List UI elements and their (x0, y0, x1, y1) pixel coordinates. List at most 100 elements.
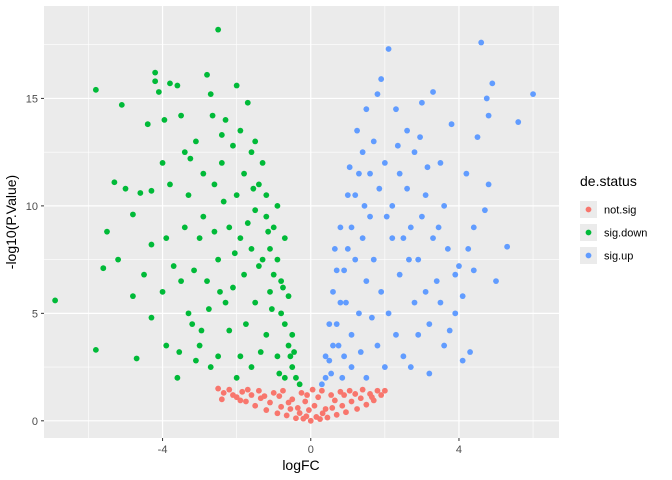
x-tick-label: 0 (308, 444, 314, 456)
point-sig-down (281, 374, 288, 381)
point-sig-up (330, 288, 336, 295)
point-sig-down (244, 99, 251, 106)
point-sig-down (231, 250, 238, 257)
point-sig-up (419, 99, 425, 106)
point-sig-down (193, 138, 199, 145)
point-sig-up (393, 331, 399, 338)
point-sig-down (287, 353, 294, 360)
point-sig-up (344, 192, 351, 199)
point-sig-down (207, 364, 214, 370)
point-sig-down (118, 101, 125, 108)
point-sig-down (230, 284, 236, 291)
point-sig-up (385, 46, 392, 52)
point-sig-up (400, 235, 407, 242)
point-sig-down (167, 80, 173, 87)
x-axis-title: logFC (282, 457, 319, 473)
point-sig-up (370, 256, 377, 263)
point-sig-down (137, 190, 144, 196)
y-tick-label: 10 (26, 201, 38, 213)
point-not-sig (293, 415, 299, 422)
point-sig-up (446, 327, 453, 334)
point-not-sig (267, 399, 273, 406)
point-sig-up (415, 331, 422, 338)
point-sig-up (348, 224, 355, 231)
point-not-sig (296, 410, 303, 416)
point-sig-up (357, 349, 364, 355)
point-not-sig (280, 387, 286, 394)
legend-label-not-sig: not.sig (604, 205, 636, 217)
point-sig-up (407, 224, 414, 231)
point-sig-up (430, 235, 436, 242)
point-sig-up (333, 321, 340, 327)
point-sig-up (483, 95, 490, 102)
point-sig-up (437, 299, 444, 306)
point-not-sig (317, 416, 323, 422)
legend-key-sig-up (585, 252, 592, 259)
point-sig-down (276, 370, 283, 377)
point-not-sig (261, 393, 268, 399)
point-sig-up (370, 138, 377, 145)
point-sig-up (444, 245, 451, 252)
point-sig-down (233, 82, 240, 89)
point-sig-down (174, 374, 181, 381)
point-not-sig (329, 405, 336, 411)
point-sig-down (217, 288, 223, 295)
point-sig-down (237, 235, 244, 242)
point-sig-down (252, 207, 259, 214)
point-not-sig (220, 389, 227, 396)
point-sig-up (363, 106, 370, 113)
point-not-sig (298, 389, 305, 396)
point-sig-up (396, 271, 403, 278)
point-not-sig (363, 401, 370, 408)
point-sig-up (352, 256, 359, 263)
point-sig-up (381, 364, 388, 370)
point-not-sig (309, 386, 316, 393)
point-sig-down (163, 235, 170, 242)
point-sig-down (289, 364, 296, 370)
point-not-sig (374, 387, 381, 394)
point-not-sig (302, 398, 309, 405)
point-sig-down (243, 321, 249, 327)
point-sig-up (393, 106, 399, 113)
point-not-sig (306, 407, 312, 413)
point-sig-up (343, 299, 349, 306)
point-sig-down (263, 192, 270, 199)
point-sig-down (144, 121, 151, 128)
point-not-sig (248, 392, 255, 398)
point-sig-down (278, 278, 285, 285)
point-not-sig (307, 417, 314, 424)
point-sig-down (248, 149, 255, 156)
point-sig-up (411, 299, 418, 306)
point-not-sig (348, 398, 355, 405)
point-sig-up (374, 91, 381, 98)
point-sig-down (211, 181, 218, 188)
point-sig-down (259, 159, 266, 166)
point-sig-down (204, 278, 210, 285)
point-sig-up (478, 39, 485, 46)
point-sig-up (361, 202, 368, 209)
point-not-sig (263, 407, 270, 413)
point-sig-down (133, 355, 140, 362)
point-sig-down (161, 117, 168, 123)
point-sig-down (233, 374, 240, 381)
point-sig-down (209, 112, 216, 119)
point-sig-down (159, 159, 166, 166)
point-not-sig (331, 397, 338, 404)
point-sig-up (470, 224, 477, 231)
point-sig-down (285, 342, 292, 349)
point-sig-up (489, 80, 496, 87)
legend-key-sig-down (585, 229, 592, 236)
point-sig-down (198, 327, 205, 334)
point-sig-down (130, 211, 136, 218)
y-tick-label: 15 (26, 93, 38, 105)
point-not-sig (237, 397, 244, 404)
point-sig-down (176, 349, 183, 355)
point-not-sig (324, 414, 331, 421)
point-sig-up (433, 278, 440, 285)
point-sig-down (259, 256, 266, 263)
point-sig-down (252, 299, 259, 306)
point-sig-up (448, 121, 455, 128)
point-sig-down (215, 353, 222, 360)
point-sig-down (241, 271, 247, 278)
